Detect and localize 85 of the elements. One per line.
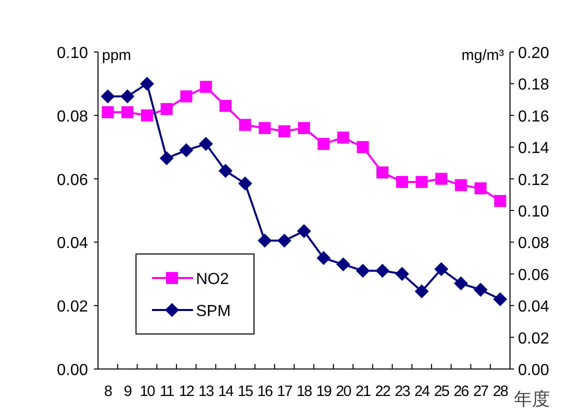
point [238,176,252,191]
point [414,284,429,298]
y-tick-label: 0.00 [56,362,88,379]
x-tick-label: 20 [336,383,352,400]
y2-tick-label: 0.04 [518,298,550,316]
y2-tick-label: 0.08 [518,235,550,252]
y2-tick-label: 0.18 [518,76,550,94]
point [375,264,390,278]
y2-tick-label: 0.10 [518,204,550,220]
y-tick-label: 0.04 [56,235,88,252]
point [494,194,506,207]
point [493,292,508,306]
x-tick-label: 27 [473,383,489,400]
x-tick-label: 21 [356,383,371,400]
y-tick-label: 0.10 [56,45,88,62]
point [337,132,350,144]
x-tick-label: 17 [277,383,292,400]
point [376,166,388,178]
legend-label: NO2 [196,271,229,288]
point [434,262,448,276]
y2-tick-label: 0.14 [518,140,550,158]
x-axis-title: 年度 [514,389,550,409]
x-tick-label: 10 [140,383,156,400]
point [318,138,330,150]
point [316,251,331,266]
point [416,176,428,188]
y2-tick-label: 0.16 [518,108,550,126]
point [180,90,192,102]
point [121,106,134,118]
point [278,125,290,138]
x-tick-label: 11 [160,383,174,400]
point [474,182,487,194]
y2-tick-label: 0.20 [518,45,550,62]
point [179,143,194,158]
point [102,106,114,118]
y-tick-label: 0.02 [56,298,88,316]
point [454,179,467,192]
x-tick-label: 19 [316,383,332,400]
x-tick-label: 24 [414,383,430,400]
x-tick-label: 13 [198,383,214,400]
x-tick-label: 25 [434,383,450,400]
y2-tick-label: 0.00 [518,362,550,379]
y-tick-label: 0.08 [56,108,88,126]
point [198,136,213,151]
x-tick-label: 28 [492,383,508,400]
point [356,264,370,278]
y2-axis-title: mg/m³ [462,47,504,64]
point [140,76,154,91]
legend-label: SPM [196,303,231,320]
point [220,100,232,112]
point [474,282,488,297]
point [454,276,468,290]
point [141,109,154,122]
point [356,141,369,154]
x-tick-label: 22 [375,383,390,400]
point [100,89,115,104]
point [435,172,448,185]
x-tick-label: 18 [296,383,312,400]
point [258,122,271,134]
point [120,89,134,104]
point [160,151,174,166]
point [297,224,311,238]
x-tick-label: 16 [257,383,273,400]
point [298,122,310,134]
point [239,118,252,131]
x-tick-label: 23 [394,383,410,400]
x-tick-label: 15 [238,383,254,400]
point [160,103,173,116]
point [395,266,410,281]
x-tick-label: 14 [218,383,234,400]
x-tick-label: 26 [454,383,469,400]
y2-tick-label: 0.06 [518,266,550,284]
y-axis-title: ppm [102,47,132,64]
point [200,80,212,93]
y2-tick-label: 0.02 [518,330,550,348]
point [277,234,292,248]
point [336,257,350,272]
point [396,176,408,188]
y-tick-label: 0.06 [56,172,88,189]
x-tick-label: 8 [104,383,112,400]
point [218,164,233,178]
point [258,234,272,248]
x-tick-label: 9 [124,383,132,400]
x-tick-label: 12 [178,383,194,400]
y2-tick-label: 0.12 [518,172,550,189]
